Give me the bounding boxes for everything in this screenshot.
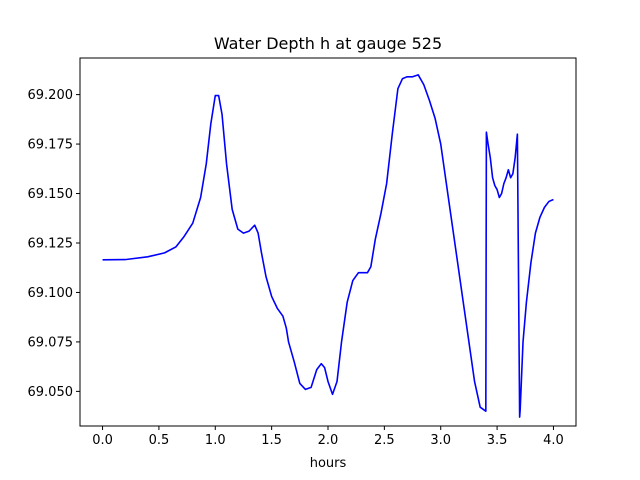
y-tick-label: 69.050 [28, 385, 74, 400]
x-axis-label: hours [310, 456, 347, 471]
x-tick-label: 0.0 [92, 433, 113, 448]
x-tick-label: 2.5 [374, 433, 395, 448]
x-tick-label: 3.5 [487, 433, 508, 448]
y-tick-label: 69.125 [28, 236, 74, 251]
y-tick-label: 69.175 [28, 138, 74, 153]
series-line-0 [102, 74, 554, 418]
y-tick-label: 69.150 [28, 187, 74, 202]
y-tick-label: 69.200 [28, 88, 74, 103]
chart-title: Water Depth h at gauge 525 [214, 34, 442, 53]
y-tick-label: 69.100 [28, 286, 74, 301]
y-axis: 69.050 69.075 69.100 69.125 69.150 69.175 69.2… [28, 88, 80, 400]
x-tick-label: 2.0 [318, 433, 339, 448]
x-tick-label: 0.5 [149, 433, 170, 448]
y-tick-label: 69.075 [28, 335, 74, 350]
series-layer [102, 74, 554, 418]
x-tick-label: 4.0 [543, 433, 564, 448]
x-tick-label: 3.0 [430, 433, 451, 448]
x-tick-label: 1.5 [261, 433, 282, 448]
x-axis: 0.0 0.5 1.0 1.5 2.0 2.5 3.0 3.5 4.0 [92, 426, 564, 448]
x-tick-label: 1.0 [205, 433, 226, 448]
